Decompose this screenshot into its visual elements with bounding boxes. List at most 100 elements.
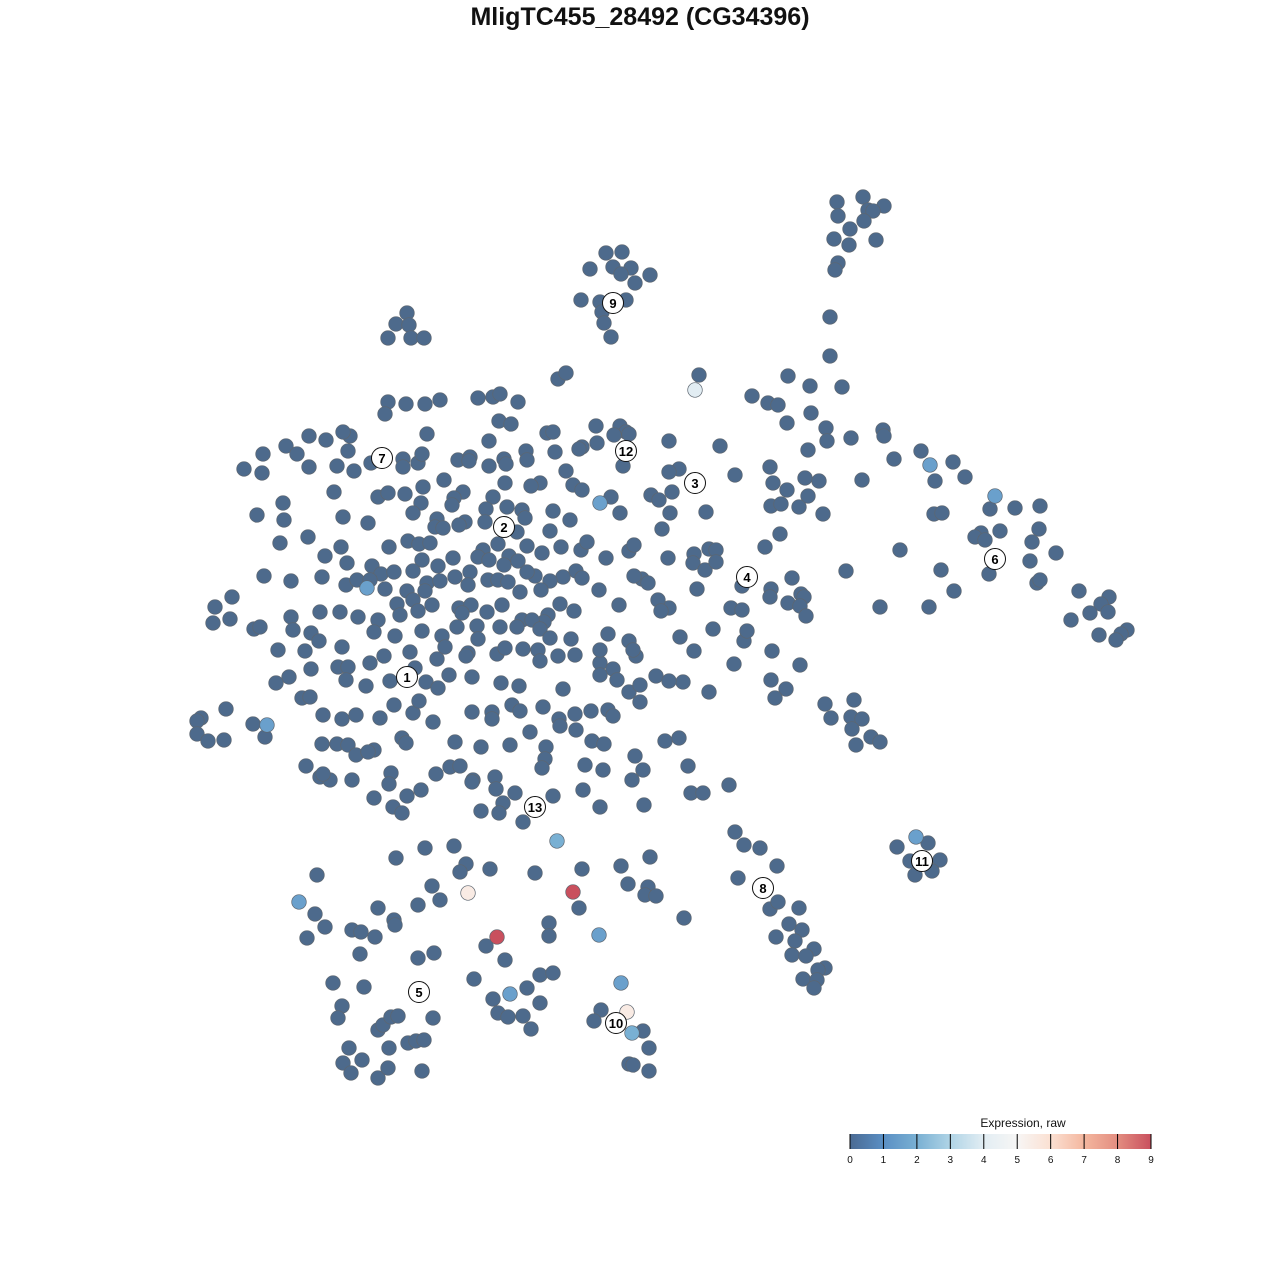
data-point bbox=[477, 514, 493, 530]
data-point bbox=[571, 900, 587, 916]
data-point bbox=[854, 711, 870, 727]
data-point bbox=[689, 581, 705, 597]
data-point bbox=[834, 379, 850, 395]
data-point bbox=[278, 438, 294, 454]
data-point bbox=[485, 991, 501, 1007]
data-point bbox=[494, 597, 510, 613]
data-point bbox=[402, 644, 418, 660]
data-point bbox=[315, 707, 331, 723]
data-point bbox=[552, 596, 568, 612]
data-point bbox=[721, 777, 737, 793]
data-point bbox=[499, 499, 515, 515]
data-point bbox=[987, 488, 1003, 504]
data-point bbox=[621, 684, 637, 700]
legend-tick-label: 9 bbox=[1148, 1155, 1154, 1166]
data-point bbox=[411, 693, 427, 709]
data-point bbox=[613, 858, 629, 874]
data-point bbox=[651, 492, 667, 508]
data-point bbox=[432, 892, 448, 908]
data-point bbox=[392, 607, 408, 623]
data-point bbox=[856, 213, 872, 229]
data-point bbox=[481, 458, 497, 474]
data-point bbox=[461, 453, 477, 469]
data-point bbox=[705, 621, 721, 637]
data-point bbox=[817, 696, 833, 712]
data-point bbox=[568, 722, 584, 738]
cluster-label-7: 7 bbox=[371, 447, 393, 469]
data-point bbox=[657, 733, 673, 749]
data-point bbox=[356, 979, 372, 995]
data-point bbox=[387, 917, 403, 933]
data-point bbox=[249, 507, 265, 523]
data-point bbox=[333, 539, 349, 555]
data-point bbox=[503, 416, 519, 432]
data-point bbox=[367, 929, 383, 945]
data-point bbox=[676, 910, 692, 926]
cluster-label-text: 11 bbox=[915, 854, 929, 869]
cluster-label-4: 4 bbox=[736, 566, 758, 588]
data-point bbox=[1063, 612, 1079, 628]
data-point bbox=[485, 489, 501, 505]
data-point bbox=[300, 529, 316, 545]
data-point bbox=[620, 876, 636, 892]
data-point bbox=[595, 762, 611, 778]
data-point bbox=[922, 457, 938, 473]
data-point bbox=[822, 309, 838, 325]
data-point bbox=[625, 1057, 641, 1073]
data-point bbox=[838, 563, 854, 579]
data-point bbox=[354, 1052, 370, 1068]
data-point bbox=[532, 621, 548, 637]
data-point bbox=[846, 692, 862, 708]
data-point bbox=[255, 446, 271, 462]
cluster-label-6: 6 bbox=[984, 548, 1006, 570]
data-point bbox=[533, 582, 549, 598]
cluster-label-marker bbox=[602, 292, 624, 314]
data-point bbox=[626, 568, 642, 584]
data-point bbox=[545, 965, 561, 981]
legend-tick-label: 0 bbox=[847, 1155, 853, 1166]
data-point bbox=[627, 748, 643, 764]
data-point bbox=[982, 501, 998, 517]
data-point bbox=[301, 428, 317, 444]
data-point bbox=[664, 484, 680, 500]
data-point bbox=[779, 482, 795, 498]
data-point bbox=[492, 619, 508, 635]
data-point bbox=[744, 388, 760, 404]
data-point bbox=[314, 569, 330, 585]
data-point bbox=[317, 548, 333, 564]
data-point bbox=[600, 626, 616, 642]
data-point bbox=[414, 1063, 430, 1079]
data-point bbox=[854, 472, 870, 488]
data-point bbox=[496, 557, 512, 573]
data-point bbox=[283, 573, 299, 589]
data-point bbox=[311, 633, 327, 649]
data-point bbox=[512, 584, 528, 600]
data-point bbox=[466, 971, 482, 987]
data-point bbox=[642, 267, 658, 283]
data-point bbox=[627, 275, 643, 291]
data-point bbox=[359, 580, 375, 596]
data-point bbox=[1032, 572, 1048, 588]
data-point bbox=[532, 967, 548, 983]
cluster-label-5: 5 bbox=[408, 981, 430, 1003]
data-point bbox=[1082, 605, 1098, 621]
data-point bbox=[921, 599, 937, 615]
cluster-label-text: 13 bbox=[528, 800, 542, 815]
data-point bbox=[822, 348, 838, 364]
data-point bbox=[764, 643, 780, 659]
data-point bbox=[934, 505, 950, 521]
data-point bbox=[432, 392, 448, 408]
data-point bbox=[259, 717, 275, 733]
data-point bbox=[726, 656, 742, 672]
legend-tick-label: 1 bbox=[881, 1155, 887, 1166]
data-point bbox=[515, 641, 531, 657]
cluster-label-marker bbox=[684, 472, 706, 494]
data-point bbox=[405, 563, 421, 579]
data-point bbox=[395, 459, 411, 475]
data-point bbox=[272, 535, 288, 551]
data-point bbox=[545, 424, 561, 440]
data-point bbox=[642, 849, 658, 865]
data-point bbox=[309, 867, 325, 883]
data-point bbox=[449, 619, 465, 635]
data-point bbox=[218, 701, 234, 717]
